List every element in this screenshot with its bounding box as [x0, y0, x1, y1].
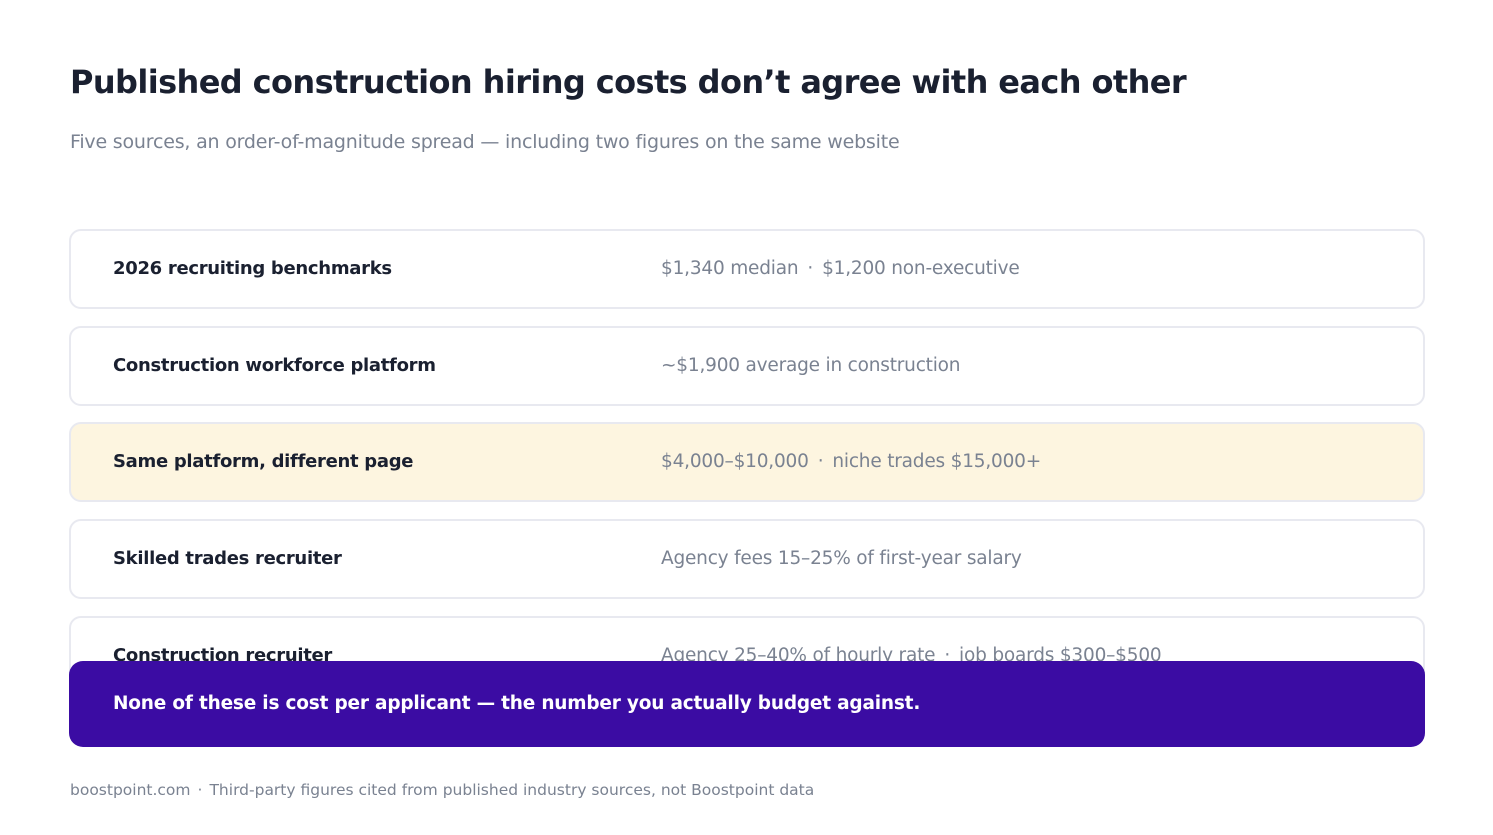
source-label: Same platform, different page: [113, 451, 414, 472]
separator: ·: [807, 258, 814, 279]
figure: $1,200 non-executive: [822, 258, 1020, 279]
footer-site: boostpoint.com: [70, 781, 191, 799]
source-figures: ~$1,900 average in construction: [661, 328, 961, 404]
footer-note: Third-party figures cited from published…: [209, 781, 815, 799]
separator: ·: [944, 645, 951, 666]
source-figures: Agency 25–40% of hourly rate · job boards …: [661, 618, 1162, 694]
separator: ·: [817, 451, 824, 472]
source-row: Construction workforce platform ~$1,900 …: [69, 326, 1425, 406]
source-figures: $1,340 median · $1,200 non-executive: [661, 231, 1020, 307]
figure: $1,340 median: [661, 258, 799, 279]
footer: boostpoint.com · Third-party figures cited…: [70, 778, 814, 802]
figure: job boards $300–$500: [959, 645, 1162, 666]
page-subtitle: Five sources, an order-of-magnitude spre…: [70, 131, 900, 153]
source-label: Construction workforce platform: [113, 355, 436, 376]
source-label: 2026 recruiting benchmarks: [113, 258, 392, 279]
source-label: Skilled trades recruiter: [113, 548, 342, 569]
separator: ·: [197, 781, 203, 799]
key-takeaway-banner: None of these is cost per applicant — th…: [69, 661, 1425, 747]
page-title: Published construction hiring costs don’…: [70, 63, 1187, 101]
figure: Agency 25–40% of hourly rate: [661, 645, 936, 666]
key-takeaway-text: None of these is cost per applicant — th…: [113, 693, 921, 714]
source-row: Skilled trades recruiter Agency fees 15–…: [69, 519, 1425, 599]
figure: $4,000–$10,000: [661, 451, 809, 472]
figure: niche trades $15,000+: [832, 451, 1042, 472]
source-row: 2026 recruiting benchmarks $1,340 median…: [69, 229, 1425, 309]
source-figures: Agency fees 15–25% of first-year salary: [661, 521, 1022, 597]
source-label: Construction recruiter: [113, 645, 332, 666]
source-figures: $4,000–$10,000 · niche trades $15,000+: [661, 424, 1041, 500]
figure: ~$1,900 average in construction: [661, 355, 961, 376]
source-row-highlighted: Same platform, different page $4,000–$10…: [69, 422, 1425, 502]
figure: Agency fees 15–25% of first-year salary: [661, 548, 1022, 569]
